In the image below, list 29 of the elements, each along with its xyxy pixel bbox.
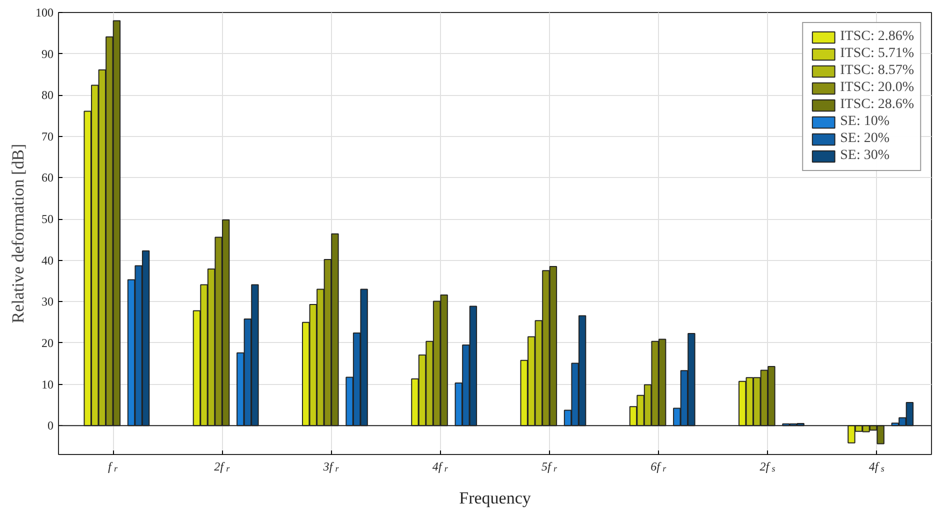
x-tick-label: 2fs xyxy=(760,460,776,474)
legend-label: ITSC: 8.57% xyxy=(840,63,914,79)
y-tick-label: 100 xyxy=(36,6,54,20)
y-tick-label: 60 xyxy=(42,170,54,185)
legend-label: ITSC: 5.71% xyxy=(840,46,914,62)
legend-label: ITSC: 20.0% xyxy=(840,80,914,96)
y-tick-label: 40 xyxy=(42,253,54,268)
legend-label: ITSC: 28.6% xyxy=(840,97,914,113)
y-tick-label: 10 xyxy=(42,377,54,392)
x-axis-title: Frequency xyxy=(459,488,532,508)
y-tick-label: 20 xyxy=(42,336,54,350)
y-tick-label: 80 xyxy=(42,88,54,102)
y-tick-label: 90 xyxy=(42,46,54,61)
y-tick-label: 0 xyxy=(48,418,54,433)
legend-label: SE: 20% xyxy=(840,131,890,147)
x-tick-label: 6fr xyxy=(650,460,667,474)
legend-label: SE: 30% xyxy=(840,148,890,164)
y-tick-label: 50 xyxy=(42,212,54,226)
y-tick-label: 70 xyxy=(42,129,54,144)
x-tick-label: 2fr xyxy=(214,460,230,474)
legend-label: ITSC: 2.86% xyxy=(840,29,914,45)
x-tick-label: 3fr xyxy=(322,460,340,474)
x-tick-label: fr xyxy=(108,460,118,474)
y-axis-title: Relative deformation [dB] xyxy=(8,144,28,324)
x-tick-label: 4fs xyxy=(868,460,885,474)
y-tick-label: 30 xyxy=(42,294,54,309)
x-tick-label: 5fr xyxy=(541,460,558,474)
legend-label: SE: 10% xyxy=(840,114,890,130)
x-tick-label: 4fr xyxy=(432,460,448,474)
